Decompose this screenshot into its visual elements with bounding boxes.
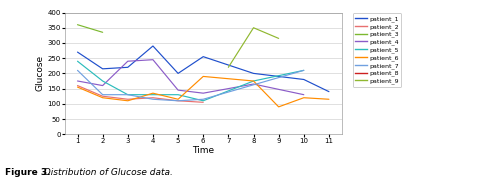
Legend: patient_1, patient_2, patient_3, patient_4, patient_5, patient_6, patient_7, pat: patient_1, patient_2, patient_3, patient… (352, 13, 400, 87)
Text: Distribution of Glucose data.: Distribution of Glucose data. (41, 168, 172, 177)
Y-axis label: Glucose: Glucose (36, 55, 44, 91)
X-axis label: Time: Time (192, 146, 214, 155)
Text: Figure 3.: Figure 3. (5, 168, 50, 177)
